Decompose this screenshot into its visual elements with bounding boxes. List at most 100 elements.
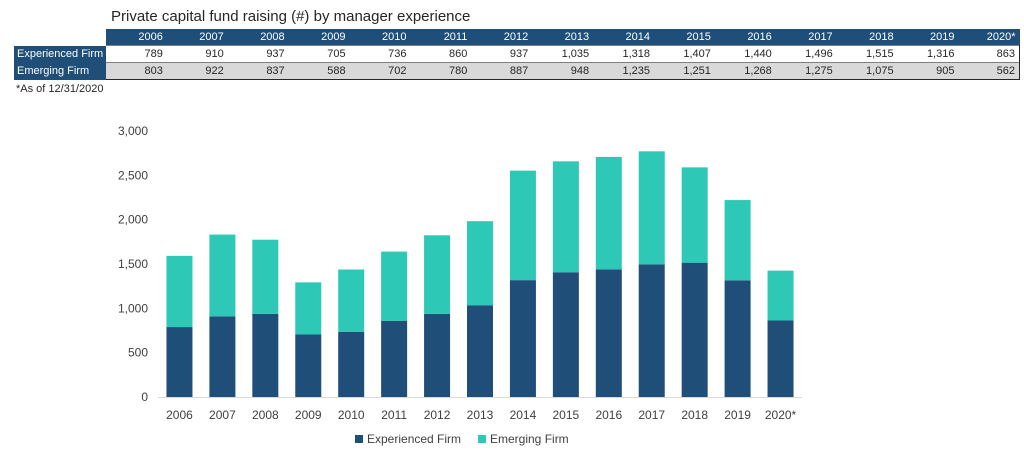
bar-experienced xyxy=(252,313,279,397)
y-tick-label: 2,500 xyxy=(118,168,148,182)
table-cell: 1,316 xyxy=(897,45,959,63)
x-tick-label: 2006 xyxy=(166,408,193,422)
table-cell: 837 xyxy=(227,62,289,80)
table-cell: 948 xyxy=(532,62,594,80)
bar-experienced xyxy=(166,327,193,397)
bar-experienced xyxy=(424,313,451,397)
table-year-header: 2013 xyxy=(532,29,594,46)
bar-emerging xyxy=(595,156,622,270)
x-tick-label: 2010 xyxy=(338,408,365,422)
table-cell: 803 xyxy=(106,62,167,80)
table-year-header: 2009 xyxy=(288,29,350,46)
table-year-header: 2012 xyxy=(471,29,533,46)
table-year-header: 2017 xyxy=(775,29,837,46)
bar-emerging xyxy=(209,234,236,317)
legend-label-emerging: Emerging Firm xyxy=(490,432,569,446)
x-tick-label: 2011 xyxy=(381,408,407,422)
bar-experienced xyxy=(209,316,236,397)
x-tick-label: 2019 xyxy=(724,408,751,422)
bar-emerging xyxy=(509,170,536,281)
x-tick-label: 2020* xyxy=(765,408,797,422)
legend-swatch-experienced xyxy=(355,435,363,443)
bar-experienced xyxy=(381,320,408,397)
table-cell: 905 xyxy=(897,62,959,80)
table-year-header: 2018 xyxy=(836,29,898,46)
bar-emerging xyxy=(338,269,365,332)
table-row-label: Emerging Firm xyxy=(14,62,106,80)
table-year-header: 2014 xyxy=(593,29,655,46)
table-cell: 588 xyxy=(288,62,350,80)
table-cell: 922 xyxy=(166,62,228,80)
table-year-header: 2015 xyxy=(654,29,715,46)
x-tick-label: 2009 xyxy=(295,408,322,422)
table-cell: 860 xyxy=(410,45,472,63)
bar-emerging xyxy=(295,282,322,335)
x-tick-label: 2017 xyxy=(638,408,665,422)
y-tick-label: 0 xyxy=(141,390,148,404)
table-year-header: 2008 xyxy=(227,29,289,46)
y-tick-label: 1,000 xyxy=(118,301,148,315)
table-corner xyxy=(14,29,106,46)
bar-emerging xyxy=(767,270,794,321)
x-tick-label: 2013 xyxy=(467,408,494,422)
table-cell: 910 xyxy=(166,45,228,63)
x-tick-label: 2007 xyxy=(209,408,236,422)
table-header-row: 2006 2007 2008 2009 2010 2011 2012 2013 2014 2015… xyxy=(14,29,1020,46)
table-cell: 1,275 xyxy=(775,62,837,80)
table-cell: 702 xyxy=(349,62,411,80)
bar-emerging xyxy=(552,161,579,273)
table-cell: 1,318 xyxy=(593,45,655,63)
footnote: *As of 12/31/2020 xyxy=(16,83,104,95)
table-year-header: 2007 xyxy=(166,29,228,46)
data-table: 2006 2007 2008 2009 2010 2011 2012 2013 2014 2015… xyxy=(14,29,1021,80)
bar-experienced xyxy=(552,272,579,397)
x-tick-label: 2014 xyxy=(510,408,537,422)
table-year-header: 2019 xyxy=(897,29,959,46)
table-cell: 1,035 xyxy=(532,45,594,63)
x-tick-label: 2008 xyxy=(252,408,279,422)
y-tick-label: 1,500 xyxy=(118,257,148,271)
table-year-header: 2006 xyxy=(106,29,167,46)
table-cell: 1,440 xyxy=(714,45,776,63)
bar-emerging xyxy=(252,239,279,314)
bar-emerging xyxy=(467,221,493,306)
table-row: Experienced Firm 789 910 937 705 736 860 937 1,0… xyxy=(14,45,1021,63)
table-row-label: Experienced Firm xyxy=(14,45,106,63)
table-cell: 1,268 xyxy=(714,62,776,80)
table-cell: 1,235 xyxy=(593,62,655,80)
x-tick-label: 2012 xyxy=(424,408,451,422)
table-body: Experienced Firm 789 910 937 705 736 860 937 1,0… xyxy=(14,45,1021,80)
legend-swatch-emerging xyxy=(478,435,486,443)
bar-emerging xyxy=(724,200,751,281)
table-cell: 736 xyxy=(349,45,411,63)
bar-experienced xyxy=(681,262,708,397)
y-tick-label: 500 xyxy=(128,346,148,360)
table-cell: 937 xyxy=(471,45,533,63)
table-title: Private capital fund raising (#) by mana… xyxy=(111,8,471,25)
bar-experienced xyxy=(338,331,365,397)
table-cell: 1,407 xyxy=(654,45,715,63)
table-year-header: 2020* xyxy=(958,29,1020,46)
table-cell: 863 xyxy=(958,45,1021,63)
table-year-header: 2011 xyxy=(410,29,472,46)
bar-experienced xyxy=(724,280,751,397)
table-cell: 780 xyxy=(410,62,472,80)
bar-experienced xyxy=(467,305,493,397)
table-cell: 1,075 xyxy=(836,62,898,80)
bar-experienced xyxy=(767,320,794,397)
x-tick-label: 2016 xyxy=(595,408,622,422)
table-cell: 789 xyxy=(106,45,167,63)
bar-emerging xyxy=(681,167,708,263)
x-tick-label: 2018 xyxy=(681,408,708,422)
y-tick-label: 3,000 xyxy=(118,124,148,138)
table-cell: 1,496 xyxy=(775,45,837,63)
bar-experienced xyxy=(509,280,536,397)
bar-emerging xyxy=(638,151,665,265)
table-row: Emerging Firm 803 922 837 588 702 780 887 948 1,2… xyxy=(14,62,1021,80)
bar-emerging xyxy=(424,235,451,314)
table-year-header: 2016 xyxy=(714,29,776,46)
x-tick-label: 2015 xyxy=(553,408,580,422)
y-tick-label: 2,000 xyxy=(118,213,148,227)
bar-emerging xyxy=(381,251,408,321)
